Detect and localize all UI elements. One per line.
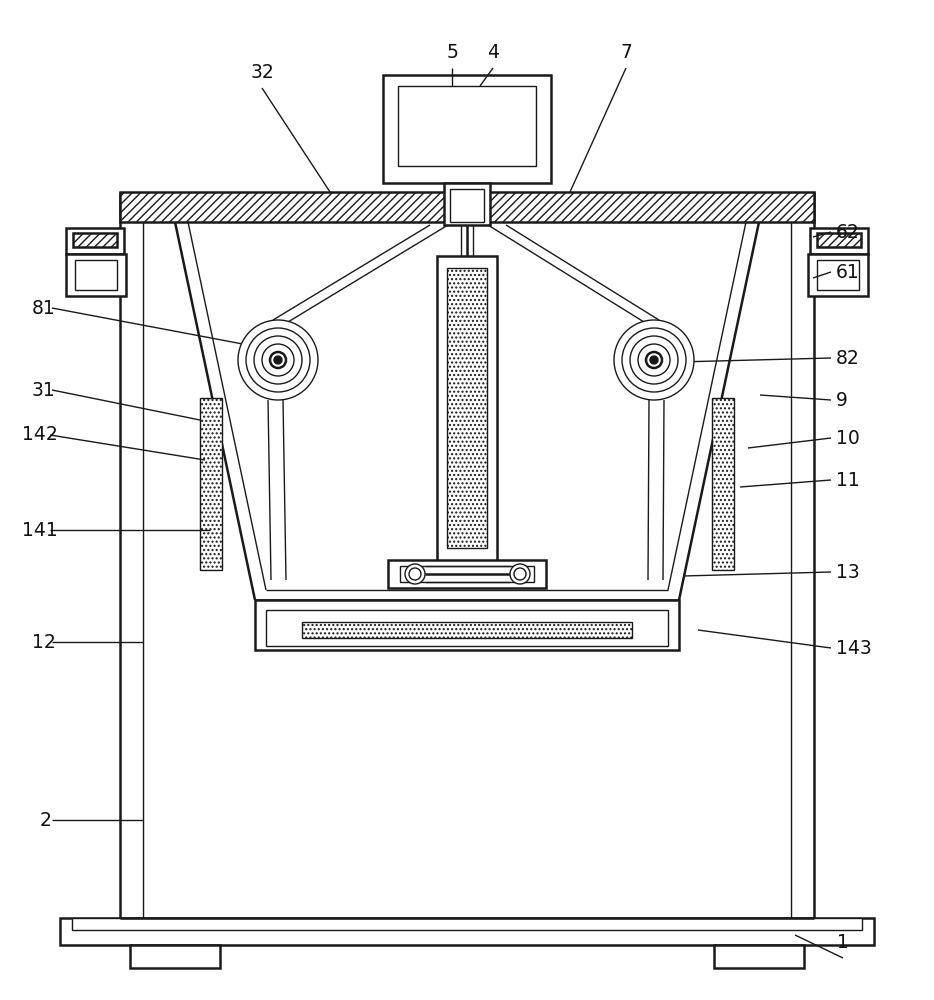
Bar xyxy=(388,560,546,588)
Bar xyxy=(75,260,117,290)
Circle shape xyxy=(274,356,282,364)
Text: 11: 11 xyxy=(836,471,860,489)
Bar xyxy=(398,86,536,166)
Circle shape xyxy=(650,356,658,364)
Circle shape xyxy=(630,336,678,384)
Bar xyxy=(266,610,668,646)
Circle shape xyxy=(262,344,294,376)
Bar xyxy=(810,228,868,254)
Bar xyxy=(400,566,534,582)
Bar xyxy=(73,233,117,247)
Circle shape xyxy=(405,564,425,584)
Text: 5: 5 xyxy=(446,42,458,62)
Circle shape xyxy=(238,320,318,400)
Text: 1: 1 xyxy=(837,932,849,952)
Circle shape xyxy=(510,564,530,584)
Circle shape xyxy=(622,328,686,392)
Text: 81: 81 xyxy=(32,298,56,318)
Text: 31: 31 xyxy=(32,380,56,399)
Bar xyxy=(66,254,126,296)
Bar xyxy=(437,256,497,562)
Polygon shape xyxy=(712,398,734,570)
Text: 7: 7 xyxy=(620,42,632,62)
Circle shape xyxy=(646,352,662,368)
Circle shape xyxy=(614,320,694,400)
Bar xyxy=(130,945,220,968)
Bar xyxy=(66,228,124,254)
Text: 62: 62 xyxy=(836,223,860,241)
Text: 82: 82 xyxy=(836,349,860,367)
Circle shape xyxy=(270,352,286,368)
Bar xyxy=(383,75,551,183)
Bar xyxy=(60,918,874,945)
Bar xyxy=(641,332,669,358)
Text: 13: 13 xyxy=(836,562,860,582)
Bar xyxy=(808,254,868,296)
Bar xyxy=(817,260,859,290)
Bar xyxy=(637,328,673,362)
Circle shape xyxy=(409,568,421,580)
Bar xyxy=(450,189,484,222)
Bar xyxy=(444,183,490,225)
Circle shape xyxy=(514,568,526,580)
Bar xyxy=(302,622,632,638)
Text: 143: 143 xyxy=(836,639,871,658)
Bar xyxy=(120,192,814,222)
Text: 9: 9 xyxy=(836,390,848,410)
Circle shape xyxy=(254,336,302,384)
Bar xyxy=(72,918,862,930)
Polygon shape xyxy=(200,398,222,570)
Circle shape xyxy=(246,328,310,392)
Text: 4: 4 xyxy=(487,42,499,62)
Bar xyxy=(255,600,679,650)
Text: 61: 61 xyxy=(836,262,860,282)
Text: 12: 12 xyxy=(32,633,56,652)
Bar xyxy=(447,268,487,548)
Bar xyxy=(714,945,804,968)
Circle shape xyxy=(638,344,670,376)
Text: 141: 141 xyxy=(22,520,58,540)
Text: 142: 142 xyxy=(22,426,58,444)
Text: 10: 10 xyxy=(836,428,860,448)
Text: 32: 32 xyxy=(250,62,274,82)
Bar xyxy=(817,233,861,247)
Text: 2: 2 xyxy=(40,810,52,830)
